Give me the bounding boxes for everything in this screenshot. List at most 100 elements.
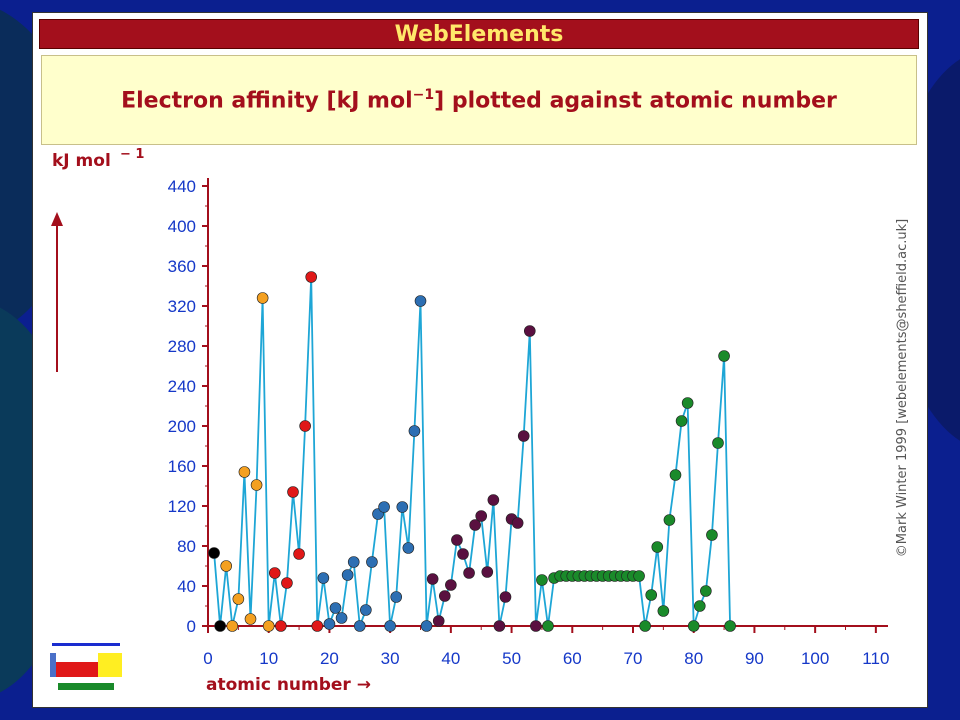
data-point <box>511 517 524 529</box>
data-point <box>323 618 336 630</box>
x-tick-label: 10 <box>259 649 278 668</box>
data-point <box>329 602 342 614</box>
subtitle-main: Electron affinity [kJ mol <box>121 88 413 114</box>
data-point <box>347 556 360 568</box>
data-point <box>360 604 372 616</box>
data-point <box>402 542 415 554</box>
data-point <box>281 577 293 589</box>
data-point <box>366 556 378 568</box>
y-tick-label: 0 <box>187 617 196 636</box>
data-point <box>220 560 233 572</box>
data-point <box>232 593 245 605</box>
data-point <box>718 350 730 362</box>
x-tick-label: 20 <box>320 649 339 668</box>
y-tick-label: 240 <box>168 377 196 396</box>
y-tick-label: 440 <box>168 177 196 196</box>
subtitle-superscript: −1 <box>412 86 435 103</box>
x-tick-label: 80 <box>684 649 703 668</box>
legend-p-block <box>98 653 122 677</box>
data-point <box>390 591 403 603</box>
data-point <box>311 620 324 632</box>
legend-top-bar <box>52 643 120 646</box>
legend-d-block <box>56 662 98 677</box>
data-point <box>457 548 469 560</box>
legend-f-block <box>58 683 114 690</box>
y-tick-label: 120 <box>168 497 196 516</box>
data-point <box>262 620 275 632</box>
data-point <box>669 469 682 481</box>
data-point <box>208 547 220 559</box>
subtitle-text: Electron affinity [kJ mol−1] plotted aga… <box>121 87 837 113</box>
data-point <box>712 437 724 449</box>
data-point <box>317 572 330 584</box>
y-tick-label: 400 <box>168 217 196 236</box>
data-point <box>542 620 554 632</box>
data-point <box>687 620 700 632</box>
data-point <box>481 566 494 578</box>
x-tick-label: 60 <box>563 649 582 668</box>
data-point <box>651 541 664 553</box>
data-point <box>256 292 269 304</box>
data-point <box>414 295 427 307</box>
x-tick-label: 100 <box>801 649 829 668</box>
data-point <box>675 415 688 427</box>
data-point <box>493 620 506 632</box>
x-tick-label: 30 <box>381 649 400 668</box>
data-point <box>663 514 676 526</box>
y-tick-label: 40 <box>177 577 196 596</box>
data-point <box>305 271 318 283</box>
series-line <box>213 276 731 627</box>
data-point <box>517 430 530 442</box>
y-tick-label: 160 <box>168 457 196 476</box>
data-point <box>451 534 463 546</box>
data-point <box>724 620 736 632</box>
data-point <box>633 570 645 582</box>
data-point <box>681 397 694 409</box>
data-point <box>536 574 548 586</box>
data-point <box>445 579 457 591</box>
y-tick-label: 280 <box>168 337 196 356</box>
x-tick-label: 0 <box>203 649 212 668</box>
data-point <box>299 420 311 432</box>
data-point <box>475 510 488 522</box>
data-point <box>432 615 445 627</box>
data-point <box>384 620 396 632</box>
data-point <box>287 486 299 498</box>
data-point <box>244 613 257 625</box>
data-point <box>645 589 658 601</box>
data-point <box>226 620 239 632</box>
x-tick-label: 40 <box>441 649 460 668</box>
subtitle-panel: Electron affinity [kJ mol−1] plotted aga… <box>41 55 917 145</box>
x-tick-label: 110 <box>862 649 889 668</box>
y-axis-label-superscript: − 1 <box>120 147 144 162</box>
y-axis-label: kJ mol <box>52 151 111 171</box>
data-point <box>214 620 226 632</box>
data-point <box>396 501 409 513</box>
data-point <box>250 479 263 491</box>
data-point <box>463 567 475 579</box>
data-point <box>438 590 451 602</box>
data-point <box>238 466 251 478</box>
data-point <box>693 600 706 612</box>
y-tick-label: 200 <box>168 417 196 436</box>
x-tick-label: 70 <box>624 649 643 668</box>
data-point <box>706 529 718 541</box>
data-point <box>487 494 500 506</box>
data-point <box>378 501 390 513</box>
credit-text: ©Mark Winter 1999 [webelements@sheffield… <box>895 219 910 557</box>
data-point <box>469 519 481 531</box>
subtitle-tail: ] plotted against atomic number <box>434 88 837 114</box>
data-point <box>353 620 366 632</box>
x-tick-label: 90 <box>745 649 764 668</box>
y-tick-label: 80 <box>177 537 196 556</box>
data-point <box>335 612 348 624</box>
data-point <box>268 567 281 579</box>
data-point <box>275 620 287 632</box>
data-point <box>530 620 542 632</box>
title-bar: WebElements <box>39 19 919 49</box>
x-axis-label: atomic number → <box>206 675 371 695</box>
data-point <box>420 620 433 632</box>
data-point <box>657 605 670 617</box>
data-point <box>639 620 651 632</box>
data-point <box>499 591 512 603</box>
